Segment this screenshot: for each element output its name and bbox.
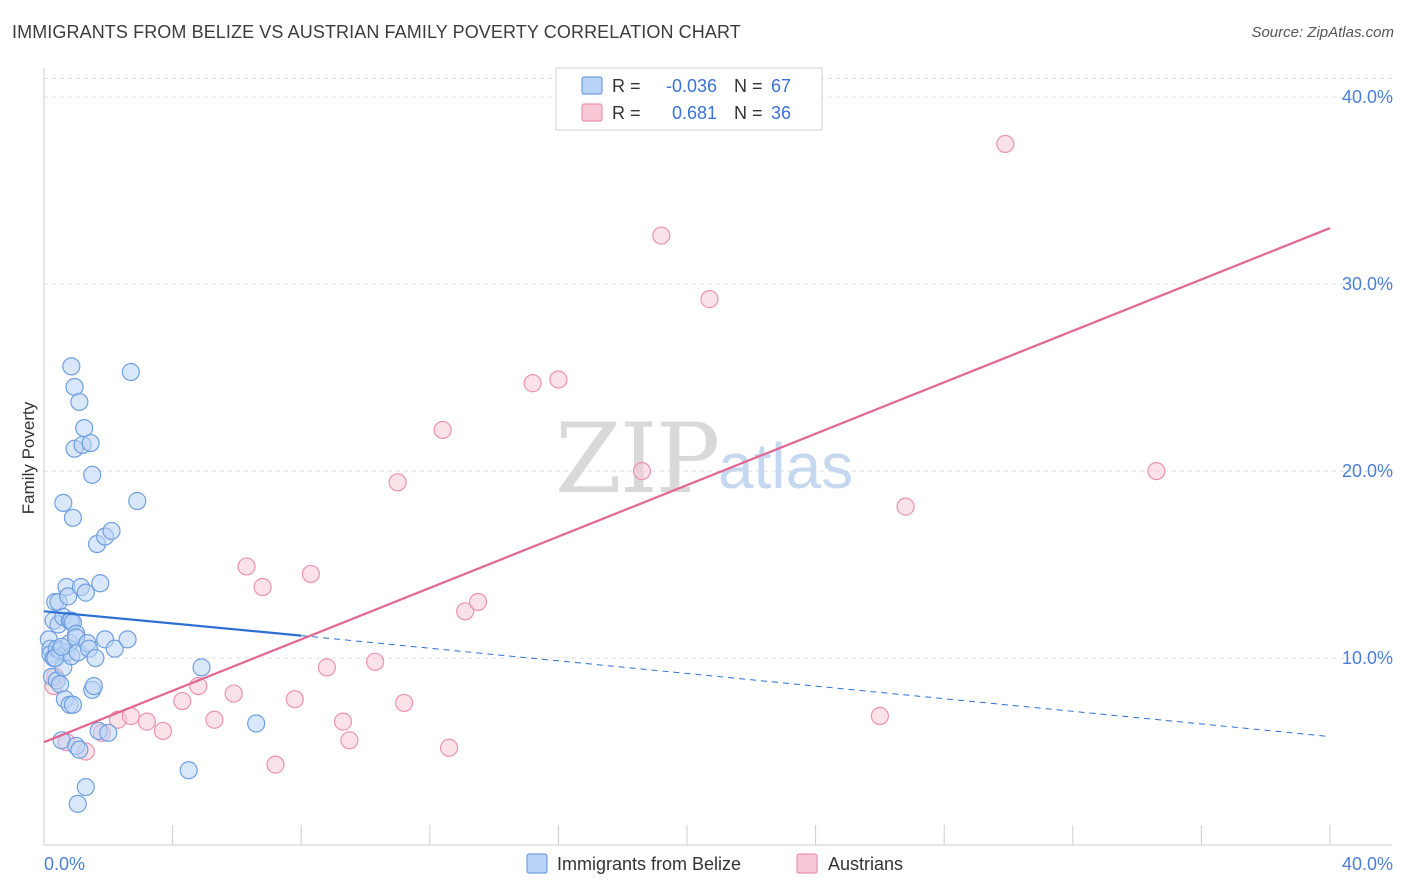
austrian-point	[1147, 461, 1166, 481]
chart-title: IMMIGRANTS FROM BELIZE VS AUSTRIAN FAMIL…	[12, 22, 741, 42]
belize-trend-extension	[301, 635, 1331, 738]
austrian-point	[137, 712, 156, 731]
belize-point	[70, 392, 89, 412]
stats-legend: R = -0.036 N = 67 R = 0.681 N = 36	[555, 67, 823, 131]
austrian-point	[632, 461, 652, 481]
austrian-point	[205, 710, 224, 729]
y-tick-label: 30.0%	[1342, 274, 1393, 294]
axes	[43, 68, 1392, 846]
belize-point	[63, 695, 83, 714]
x-tick-label-min: 0.0%	[44, 854, 85, 874]
y-tick-labels: 10.0% 20.0% 30.0% 40.0%	[1342, 87, 1393, 668]
belize-point	[86, 648, 105, 668]
austrian-point	[394, 693, 414, 713]
belize-point	[102, 521, 121, 541]
legend-belize-label: Immigrants from Belize	[557, 854, 741, 874]
austrian-point	[317, 658, 337, 677]
legend-austrian-label: Austrians	[828, 854, 903, 874]
belize-point	[99, 723, 118, 742]
stats-belize-swatch	[581, 76, 603, 95]
belize-point	[121, 362, 140, 382]
belize-point	[52, 637, 71, 656]
austrian-point	[237, 557, 256, 576]
source-label: Source: ZipAtlas.com	[1251, 24, 1394, 41]
austrian-trend-line	[43, 227, 1331, 744]
belize-point	[192, 658, 211, 677]
x-tick-label-max: 40.0%	[1342, 854, 1393, 874]
austrian-point	[456, 602, 475, 621]
belize-point	[76, 583, 95, 602]
stats-austrian-r-value: 0.681	[672, 103, 717, 123]
stats-austrian-n-label: N =	[734, 103, 763, 123]
belize-point	[105, 639, 124, 658]
belize-trend-line	[43, 610, 302, 637]
belize-point	[118, 630, 137, 649]
belize-points	[39, 357, 266, 813]
y-axis-title: Family Poverty	[19, 401, 38, 514]
stats-austrian-n-value: 36	[771, 103, 791, 123]
austrian-point	[549, 370, 568, 389]
y-tick-label: 40.0%	[1342, 87, 1393, 107]
austrian-point	[285, 690, 304, 709]
belize-point	[63, 508, 83, 527]
watermark-atlas: atlas	[718, 430, 853, 502]
austrian-point	[153, 721, 173, 741]
austrian-point	[439, 738, 459, 757]
belize-point	[68, 794, 87, 813]
belize-point	[75, 418, 94, 438]
austrian-point	[996, 134, 1015, 154]
stats-belize-n-value: 67	[771, 76, 791, 96]
belize-point	[83, 465, 102, 484]
series-legend: Immigrants from Belize Austrians	[526, 853, 903, 874]
stats-belize-r-label: R =	[612, 76, 641, 96]
austrian-point	[896, 497, 915, 516]
y-tick-label: 20.0%	[1342, 461, 1393, 481]
austrian-point	[253, 577, 272, 597]
legend-austrian-swatch	[796, 853, 818, 874]
austrian-point	[433, 420, 452, 440]
belize-point	[128, 491, 147, 511]
stats-austrian-swatch	[581, 103, 603, 122]
stats-belize-r-value: -0.036	[666, 76, 717, 96]
trend-lines	[43, 227, 1331, 744]
belize-point	[81, 433, 100, 453]
belize-point	[76, 777, 95, 797]
austrian-point	[173, 691, 192, 711]
belize-point	[62, 357, 81, 376]
austrian-point	[333, 712, 353, 731]
austrian-point	[468, 592, 488, 612]
austrian-point	[301, 564, 320, 584]
y-tick-label: 10.0%	[1342, 648, 1393, 668]
belize-point	[247, 714, 266, 733]
belize-point	[70, 740, 89, 759]
austrian-point	[652, 226, 671, 245]
austrian-point	[224, 684, 243, 703]
stats-austrian-r-label: R =	[612, 103, 641, 123]
belize-point	[84, 676, 103, 696]
legend-belize-swatch	[526, 853, 548, 874]
austrian-point	[340, 731, 359, 750]
watermark-zip: ZIP	[555, 403, 718, 515]
belize-point	[59, 587, 78, 606]
belize-point	[91, 574, 110, 593]
austrian-point	[366, 652, 385, 671]
austrian-point	[700, 290, 719, 309]
stats-belize-n-label: N =	[734, 76, 763, 96]
belize-point	[54, 493, 73, 512]
austrian-point	[523, 374, 542, 393]
austrian-point	[388, 473, 407, 492]
belize-point	[179, 761, 198, 780]
austrian-point	[266, 755, 285, 774]
x-ticks	[43, 825, 1331, 845]
austrian-point	[870, 706, 890, 726]
